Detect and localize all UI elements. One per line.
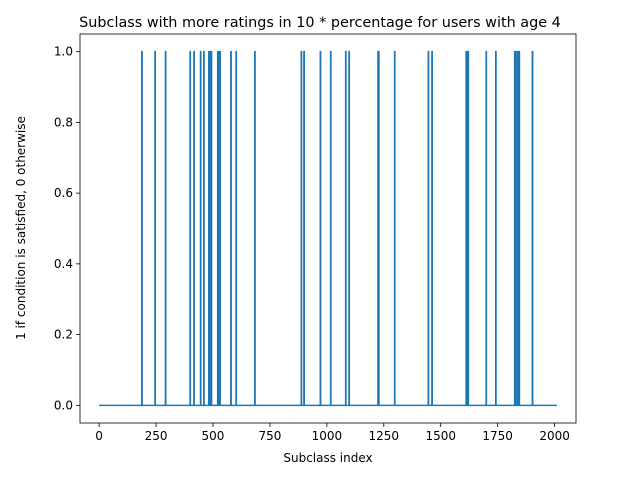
y-tick-label: 1.0 <box>54 45 73 59</box>
y-tick-label: 0.6 <box>54 186 73 200</box>
x-tick-label: 250 <box>145 429 168 443</box>
chart-title: Subclass with more ratings in 10 * perce… <box>79 15 561 31</box>
y-tick-label: 0.8 <box>54 115 73 129</box>
x-axis-label: Subclass index <box>283 451 372 465</box>
y-tick-label: 0.4 <box>54 257 73 271</box>
y-axis: 0.0 0.2 0.4 0.6 0.8 1.0 <box>54 45 80 412</box>
y-tick-label: 0.0 <box>54 398 73 412</box>
x-tick-label: 1750 <box>482 429 513 443</box>
x-tick-label: 0 <box>95 429 103 443</box>
x-axis: 0 250 500 750 1000 1250 1500 1750 2000 <box>95 423 570 443</box>
y-tick-label: 0.2 <box>54 328 73 342</box>
series-line <box>99 50 557 407</box>
x-tick-label: 1500 <box>425 429 456 443</box>
x-tick-label: 1000 <box>312 429 343 443</box>
x-tick-label: 750 <box>258 429 281 443</box>
axes-frame <box>79 33 577 424</box>
plot-area <box>99 50 557 407</box>
x-tick-label: 2000 <box>539 429 570 443</box>
x-tick-label: 500 <box>202 429 225 443</box>
x-tick-label: 1250 <box>369 429 400 443</box>
y-axis-label: 1 if condition is satisfied, 0 otherwise <box>14 116 28 340</box>
